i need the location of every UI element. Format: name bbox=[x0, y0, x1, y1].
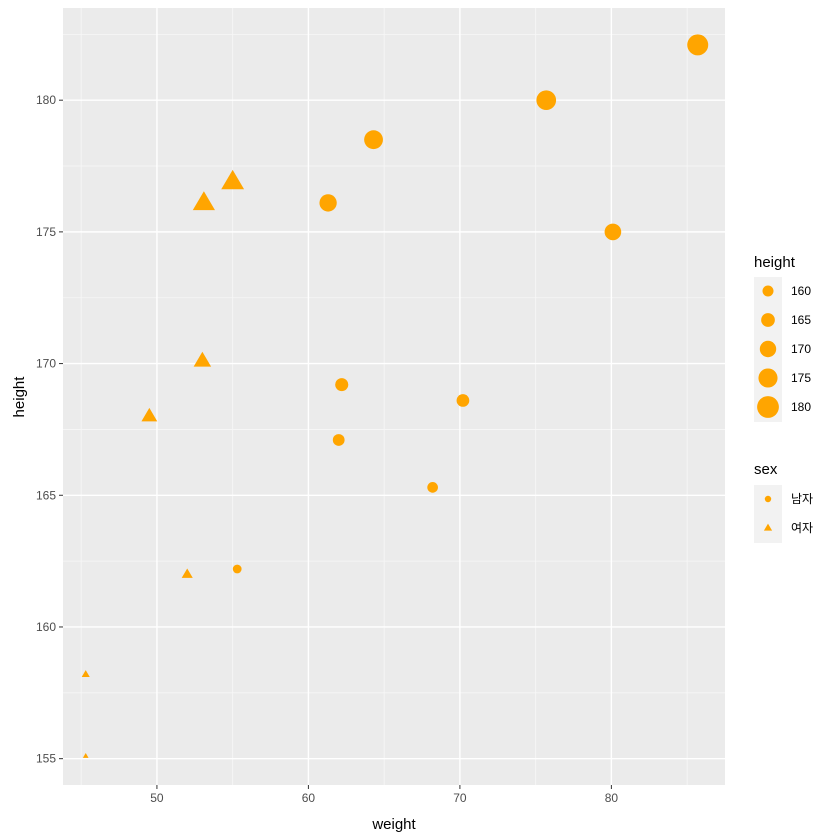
y-axis-title: height bbox=[11, 376, 28, 418]
data-point-circle bbox=[232, 564, 242, 574]
shape-legend-label: 여자 bbox=[791, 521, 813, 535]
data-point-triangle bbox=[192, 191, 215, 211]
y-tick-label: 155 bbox=[36, 752, 56, 766]
y-tick-label: 180 bbox=[36, 93, 56, 107]
data-point-circle bbox=[364, 130, 383, 150]
data-points bbox=[81, 34, 709, 758]
size-legend-key bbox=[758, 368, 778, 388]
size-legend-key bbox=[757, 396, 779, 418]
size-legend-key bbox=[762, 285, 774, 297]
data-point-triangle bbox=[221, 169, 245, 190]
data-point-triangle bbox=[82, 753, 89, 758]
y-tick-label: 165 bbox=[36, 488, 56, 502]
shape-legend-title: sex bbox=[754, 461, 778, 478]
data-point-circle bbox=[604, 223, 622, 241]
shape-legend-key-background bbox=[754, 485, 782, 543]
size-legend-label: 170 bbox=[791, 342, 811, 356]
x-tick-label: 70 bbox=[453, 791, 467, 805]
x-tick-label: 80 bbox=[605, 791, 619, 805]
data-point-circle bbox=[687, 34, 709, 56]
x-tick-label: 60 bbox=[302, 791, 316, 805]
data-point-circle bbox=[319, 194, 337, 212]
size-legend-key bbox=[761, 313, 775, 327]
minor-gridlines bbox=[63, 8, 725, 785]
data-point-circle bbox=[332, 434, 345, 446]
plot-panel bbox=[63, 8, 725, 785]
y-axis: 155 160 165 170 175 180 bbox=[36, 93, 63, 766]
data-point-triangle bbox=[181, 568, 193, 578]
size-legend-title: height bbox=[754, 254, 796, 271]
y-tick-label: 160 bbox=[36, 620, 56, 634]
y-tick-label: 175 bbox=[36, 225, 56, 239]
data-point-circle bbox=[456, 394, 470, 407]
y-tick-label: 170 bbox=[36, 357, 56, 371]
x-tick-label: 50 bbox=[150, 791, 164, 805]
size-legend: height 160 165 170 175 180 bbox=[754, 254, 811, 422]
shape-legend-label: 남자 bbox=[791, 492, 813, 506]
data-point-circle bbox=[427, 482, 438, 493]
x-axis-title: weight bbox=[371, 816, 416, 833]
x-axis: 50 60 70 80 bbox=[150, 785, 618, 805]
size-legend-key bbox=[759, 340, 777, 358]
data-point-circle bbox=[536, 90, 557, 111]
data-point-circle bbox=[335, 378, 349, 392]
size-legend-label: 160 bbox=[791, 284, 811, 298]
size-legend-label: 165 bbox=[791, 313, 811, 327]
data-point-triangle bbox=[81, 670, 90, 678]
size-legend-label: 180 bbox=[791, 400, 811, 414]
data-point-triangle bbox=[141, 407, 158, 422]
shape-legend-key-triangle bbox=[763, 523, 773, 531]
size-legend-label: 175 bbox=[791, 371, 811, 385]
shape-legend-key-circle bbox=[764, 495, 772, 503]
data-point-triangle bbox=[193, 351, 212, 367]
